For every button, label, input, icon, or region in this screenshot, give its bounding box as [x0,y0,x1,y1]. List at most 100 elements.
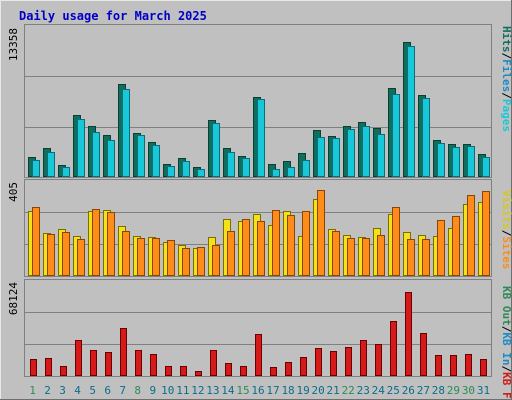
bar-sites [77,239,85,276]
bar-sites [197,247,205,276]
bar-sites [392,207,400,276]
bar-sites [32,207,40,276]
bar-kb-in [300,357,307,376]
bar-marks [28,42,490,376]
bar-files [392,94,400,177]
legend-pages: Pages [500,99,512,132]
bar-files [272,169,280,177]
x-tick-label: 15 [236,384,249,397]
legend-files: Files [500,59,512,92]
bar-files [467,146,475,177]
bar-kb-in [360,340,367,376]
panel-visits-frame [24,179,492,277]
x-tick-label: 19 [296,384,309,397]
bar-files [422,98,430,177]
legend-visits-sites: Visits/Sites [500,190,512,270]
bar-files [197,169,205,177]
bar-sites [167,240,175,276]
bar-files [122,89,130,177]
bar-kb-in [210,350,217,376]
panel-kb-frame [24,279,492,377]
bar-sites [317,190,325,276]
legend-sep: / [500,230,512,237]
x-tick-label: 7 [119,384,126,397]
bar-kb-in [270,367,277,376]
bar-files [77,119,85,177]
x-tick-label: 26 [402,384,415,397]
x-tick-label: 14 [221,384,235,397]
bar-kb-in [390,321,397,376]
bar-files [227,152,235,177]
x-tick-label: 23 [357,384,370,397]
bar-sites [257,221,265,276]
panel-frames [24,24,492,377]
bar-sites [467,195,475,276]
bar-files [167,166,175,177]
bar-sites [377,235,385,276]
bar-sites [452,216,460,276]
bar-kb-in [120,328,127,376]
x-tick-label: 24 [372,384,386,397]
legend-sep: / [500,53,512,60]
bar-kb-in [75,340,82,376]
bar-files [257,99,265,177]
x-tick-label: 31 [477,384,490,397]
bar-sites [347,238,355,276]
x-tick-label: 20 [312,384,325,397]
bar-kb-in [405,292,412,376]
legend-kb: KB Out/KB In/KB F [500,286,512,399]
x-tick-label: 22 [342,384,355,397]
x-tick-label: 29 [447,384,460,397]
bar-sites [407,239,415,276]
bar-kb-in [195,371,202,376]
legend-kb-out: KB Out [500,286,512,326]
bar-sites [47,234,55,276]
bar-files [317,137,325,177]
bar-kb-in [255,334,262,376]
y-max-label-kb: 68124 [7,282,20,315]
x-tick-label: 30 [462,384,475,397]
bar-sites [92,209,100,276]
bar-files [242,158,250,177]
x-tick-label: 28 [432,384,445,397]
bar-kb-in [345,347,352,376]
bar-files [212,123,220,177]
x-tick-label: 13 [206,384,219,397]
bar-kb-in [420,333,427,376]
legend-kb-in: KB In [500,332,512,365]
bar-kb-in [435,355,442,376]
x-tick-label: 12 [191,384,204,397]
x-tick-label: 1 [29,384,36,397]
bar-files [407,46,415,177]
bar-kb-in [330,351,337,376]
bar-files [152,145,160,177]
x-axis-day-labels: 1 2 3 4 5 6 7 8 9 10 11 12 13 14 15 16 17 18 19 20 21 22 23 24 2… [29,384,490,397]
bar-files [287,167,295,177]
bar-kb-in [465,354,472,376]
bar-kb-in [180,366,187,376]
x-tick-label: 10 [161,384,174,397]
y-max-label-visits: 405 [7,182,20,202]
bar-sites [272,210,280,276]
panel-hits-frame [24,24,492,178]
x-tick-label: 17 [266,384,279,397]
bar-sites [422,239,430,276]
bar-files [362,126,370,177]
bar-kb-in [450,355,457,376]
x-tick-label: 2 [44,384,51,397]
bar-files [377,134,385,177]
x-tick-label: 8 [134,384,141,397]
legend-hits: Hits [500,26,512,53]
x-tick-label: 16 [251,384,264,397]
legend-sep: / [500,92,512,99]
bar-files [347,129,355,177]
bar-sites [302,211,310,276]
legend-sep: / [500,366,512,373]
x-tick-label: 9 [149,384,156,397]
bar-sites [287,215,295,276]
bar-files [137,135,145,177]
bar-sites [62,232,70,276]
bar-kb-in [45,358,52,376]
bar-sites [482,191,490,276]
